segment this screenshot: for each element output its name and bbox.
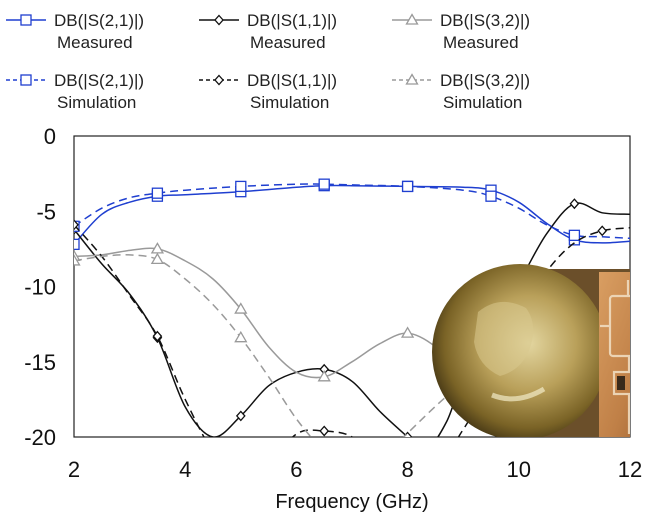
legend-label: DB(|S(3,2)|) [440,11,530,30]
x-tick-label: 6 [290,457,302,482]
x-tick-label: 8 [401,457,413,482]
legend-label: DB(|S(1,1)|) [247,11,337,30]
legend-sublabel: Simulation [250,93,329,112]
legend-item: DB(|S(3,2)|) Simulation [392,71,530,112]
data-point-marker [486,191,496,201]
x-tick-label: 12 [618,457,642,482]
legend-item: DB(|S(1,1)|) Simulation [199,71,337,112]
x-tick-label: 2 [68,457,80,482]
data-point-marker [319,179,329,189]
legend-item: DB(|S(2,1)|) Simulation [6,71,144,112]
y-tick-label: 0 [44,124,56,149]
legend-item: DB(|S(1,1)|) Measured [199,11,337,52]
legend-marker [215,76,223,85]
x-axis-title: Frequency (GHz) [275,491,428,513]
legend-marker [21,75,31,85]
legend-label: DB(|S(2,1)|) [54,71,144,90]
legend-sublabel: Measured [443,33,519,52]
data-point-marker [152,188,162,198]
data-point-marker [236,181,246,191]
y-tick-label: -5 [36,199,56,224]
legend-label: DB(|S(3,2)|) [440,71,530,90]
y-tick-label: -20 [24,425,56,450]
x-tick-label: 10 [507,457,531,482]
legend-item: DB(|S(2,1)|) Measured [6,11,144,52]
x-tick-labels: 2 4 6 8 10 12 [68,457,642,482]
inset-photo [432,264,656,440]
legend-label: DB(|S(2,1)|) [54,11,144,30]
legend: DB(|S(2,1)|) Measured DB(|S(1,1)|) Measured… [6,11,530,112]
y-tick-label: -10 [24,275,56,300]
legend-sublabel: Simulation [443,93,522,112]
legend-item: DB(|S(3,2)|) Measured [392,11,530,52]
data-point-marker [403,181,413,191]
x-tick-label: 4 [179,457,191,482]
legend-sublabel: Measured [57,33,133,52]
legend-sublabel: Measured [250,33,326,52]
legend-sublabel: Simulation [57,93,136,112]
legend-marker [21,15,31,25]
y-tick-labels: 0 -5 -10 -15 -20 [24,124,56,450]
legend-label: DB(|S(1,1)|) [247,71,337,90]
legend-marker [215,16,223,25]
y-tick-label: -15 [24,350,56,375]
data-point-marker [69,239,79,249]
data-point-marker [569,230,579,240]
